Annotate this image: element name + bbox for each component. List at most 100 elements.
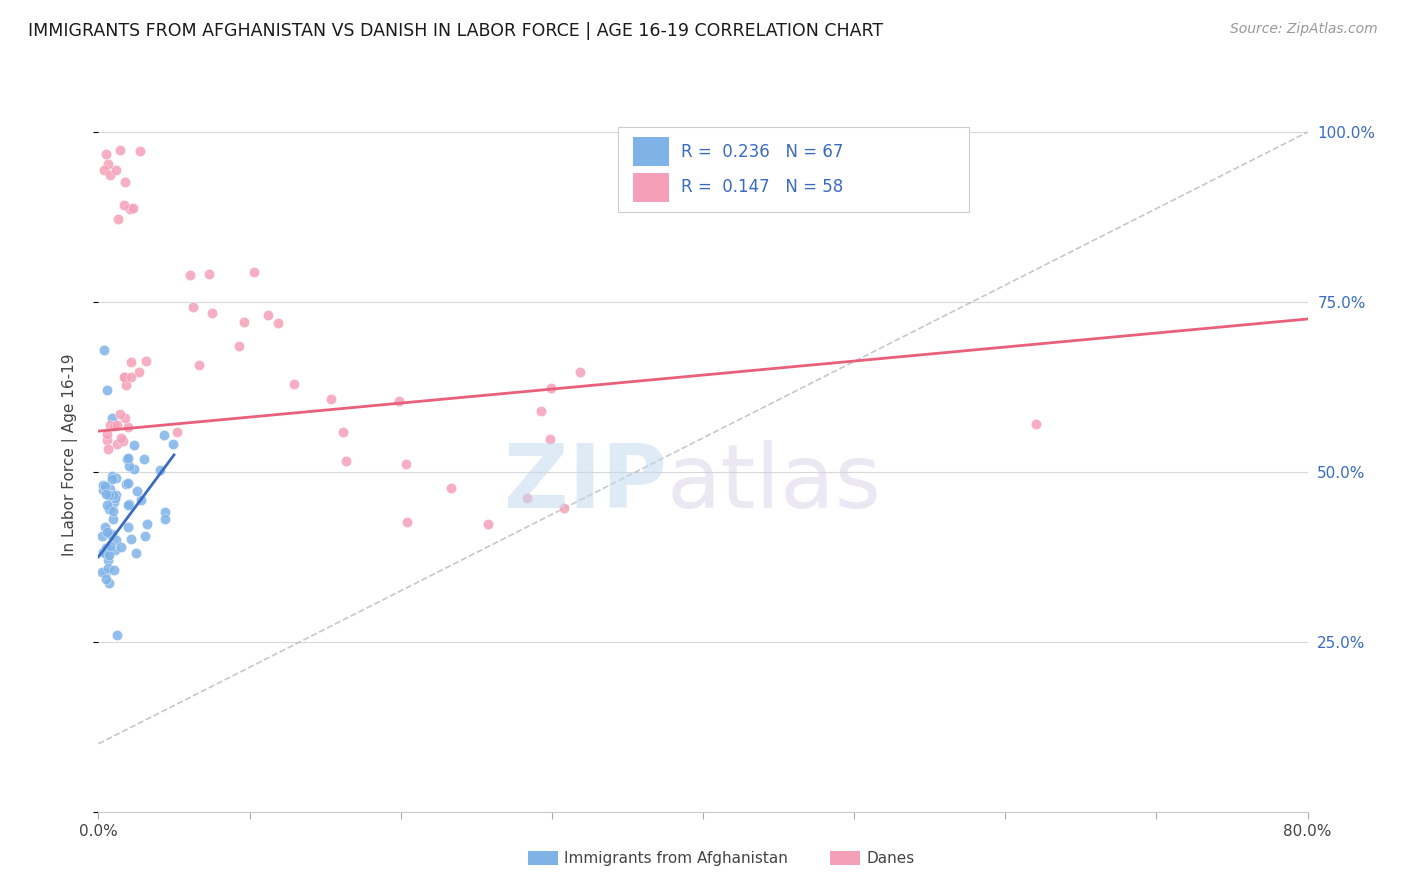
Point — [153, 512, 176, 526]
Point — [94, 541, 117, 555]
Point — [96, 573, 118, 587]
Point — [125, 546, 148, 560]
Point — [166, 425, 188, 439]
Text: R =  0.236   N = 67: R = 0.236 N = 67 — [682, 143, 844, 161]
Point — [179, 268, 201, 283]
Point — [120, 355, 142, 369]
Point — [440, 481, 463, 495]
Point — [132, 452, 155, 467]
Point — [117, 476, 139, 491]
Point — [93, 479, 115, 493]
Point — [103, 512, 125, 526]
Point — [91, 545, 114, 559]
Point — [242, 265, 264, 279]
Point — [117, 420, 139, 434]
Point — [149, 462, 172, 476]
Point — [112, 197, 135, 211]
Point — [105, 437, 128, 451]
Point — [91, 483, 114, 498]
Point — [100, 472, 122, 486]
Point — [321, 392, 343, 406]
Point — [90, 529, 112, 543]
Point — [335, 454, 357, 468]
Point — [107, 212, 129, 227]
Point — [105, 471, 128, 485]
Point — [124, 462, 146, 476]
Point — [388, 393, 411, 408]
Point — [283, 376, 305, 391]
Point — [117, 498, 139, 512]
Point — [97, 442, 120, 456]
Point — [98, 168, 121, 182]
Point — [104, 491, 127, 505]
Point — [120, 370, 142, 384]
Bar — [633, 137, 669, 166]
Point — [101, 504, 124, 518]
Point — [332, 425, 354, 439]
Point — [125, 483, 148, 498]
Point — [96, 498, 118, 512]
Point — [538, 432, 561, 446]
Text: R =  0.147   N = 58: R = 0.147 N = 58 — [682, 178, 844, 196]
Point — [122, 201, 145, 215]
Point — [97, 549, 120, 563]
Point — [98, 545, 121, 559]
Point — [569, 365, 592, 379]
Point — [91, 565, 114, 579]
Point — [104, 543, 127, 558]
Point — [120, 202, 142, 217]
Bar — [830, 851, 860, 865]
Point — [540, 381, 562, 395]
Point — [114, 411, 136, 425]
Point — [114, 175, 136, 189]
Point — [100, 491, 122, 505]
Point — [104, 163, 127, 178]
FancyBboxPatch shape — [619, 127, 969, 212]
Point — [96, 525, 118, 540]
Point — [115, 451, 138, 466]
Point — [93, 546, 115, 560]
Bar — [633, 173, 669, 202]
Point — [97, 553, 120, 567]
Point — [100, 527, 122, 541]
Point — [101, 488, 124, 502]
Y-axis label: In Labor Force | Age 16-19: In Labor Force | Age 16-19 — [62, 353, 77, 557]
Point — [103, 564, 125, 578]
Point — [96, 524, 118, 539]
Point — [155, 506, 177, 520]
Point — [96, 433, 118, 447]
Point — [162, 437, 184, 451]
Point — [112, 434, 135, 449]
Point — [267, 316, 290, 330]
Point — [112, 369, 135, 384]
Point — [98, 417, 121, 432]
Point — [94, 520, 117, 534]
Point — [118, 497, 141, 511]
Point — [181, 300, 204, 314]
Point — [105, 417, 128, 432]
Bar — [527, 851, 558, 865]
Point — [104, 533, 127, 547]
Point — [135, 354, 157, 368]
Point — [396, 515, 419, 529]
Point — [101, 469, 124, 483]
Point — [104, 488, 127, 502]
Point — [94, 566, 117, 580]
Point — [117, 450, 139, 465]
Point — [117, 520, 139, 534]
Point — [108, 143, 131, 157]
Point — [201, 305, 224, 319]
Point — [120, 532, 142, 546]
Point — [96, 384, 118, 398]
Point — [553, 500, 575, 515]
Point — [114, 370, 136, 384]
Point — [187, 358, 209, 372]
Point — [134, 529, 156, 543]
Point — [115, 477, 138, 491]
Text: IMMIGRANTS FROM AFGHANISTAN VS DANISH IN LABOR FORCE | AGE 16-19 CORRELATION CHA: IMMIGRANTS FROM AFGHANISTAN VS DANISH IN… — [28, 22, 883, 40]
Point — [129, 492, 152, 507]
Point — [93, 478, 115, 492]
Point — [1024, 417, 1046, 432]
Point — [257, 308, 280, 322]
Point — [115, 378, 138, 392]
